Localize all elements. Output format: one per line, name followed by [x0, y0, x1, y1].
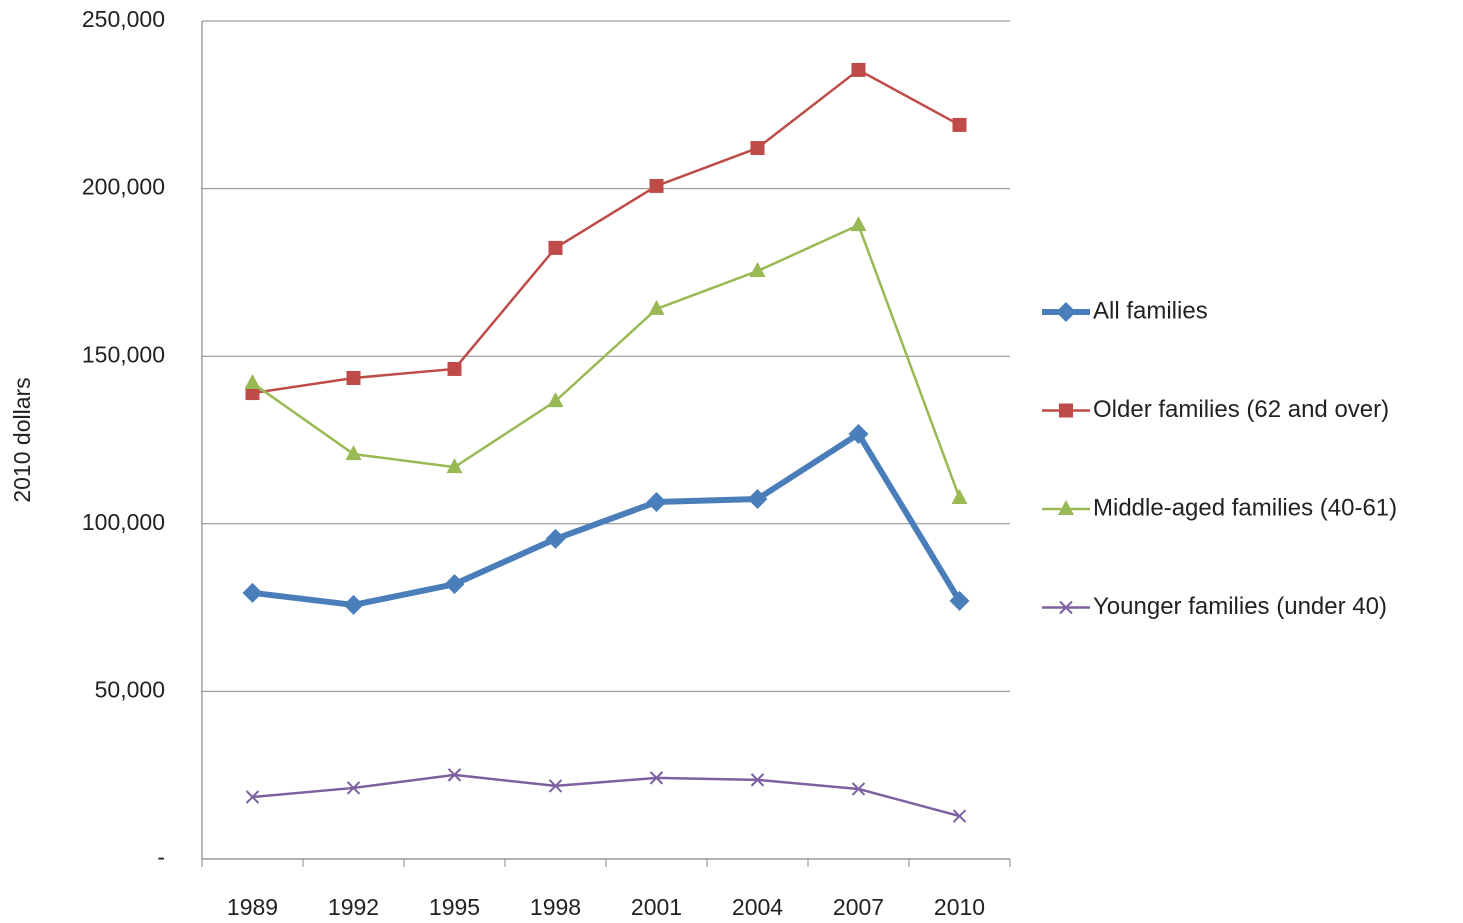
marker	[245, 790, 260, 804]
x-tick-label: 1992	[328, 894, 379, 920]
marker	[345, 445, 362, 461]
y-tick-label: -	[157, 844, 165, 870]
marker	[346, 370, 361, 385]
marker	[447, 768, 462, 782]
series-line	[251, 223, 961, 499]
marker	[548, 240, 563, 255]
marker	[548, 779, 563, 793]
marker	[244, 374, 261, 390]
y-tick-label: 100,000	[82, 509, 165, 535]
y-tick-label: 50,000	[95, 676, 165, 702]
marker	[343, 594, 364, 615]
marker	[747, 488, 768, 509]
marker	[547, 392, 564, 408]
marker	[952, 117, 967, 132]
marker	[649, 771, 664, 785]
marker	[242, 582, 263, 603]
marker	[346, 781, 361, 795]
x-tick-label: 2007	[833, 894, 884, 920]
legend-label: Middle-aged families (40-61)	[1093, 494, 1397, 521]
marker	[848, 423, 869, 444]
legend-label: Younger families (under 40)	[1093, 593, 1387, 620]
y-axis-label: 2010 dollars	[9, 377, 35, 502]
marker	[649, 178, 664, 193]
marker	[951, 488, 968, 504]
y-tick-label: 200,000	[82, 174, 165, 200]
marker	[648, 299, 665, 315]
marker	[850, 216, 867, 232]
marker	[446, 458, 463, 474]
marker	[750, 773, 765, 787]
marker	[949, 590, 970, 611]
marker	[545, 528, 566, 549]
legend-marker	[1059, 600, 1073, 615]
legend-marker	[1058, 500, 1074, 515]
legend-label: All families	[1093, 297, 1208, 324]
series-line	[252, 430, 963, 608]
legend-marker	[1056, 302, 1076, 322]
series-line	[252, 68, 961, 395]
legend-label: Older families (62 and over)	[1093, 396, 1389, 423]
x-tick-label: 1998	[530, 894, 581, 920]
marker	[750, 141, 765, 156]
marker	[952, 809, 967, 823]
y-tick-label: 150,000	[82, 341, 165, 367]
marker	[447, 361, 462, 376]
x-tick-label: 1989	[227, 894, 278, 920]
marker	[749, 262, 766, 278]
legend-marker	[1059, 403, 1073, 418]
marker	[245, 386, 260, 401]
marker	[646, 492, 667, 513]
series-line	[252, 773, 960, 818]
x-tick-label: 2010	[934, 894, 985, 920]
x-tick-label: 1995	[429, 894, 480, 920]
x-tick-label: 2001	[631, 894, 682, 920]
marker	[851, 782, 866, 796]
marker	[851, 62, 866, 77]
marker	[444, 574, 465, 595]
y-tick-label: 250,000	[82, 6, 165, 32]
x-tick-label: 2004	[732, 894, 783, 920]
